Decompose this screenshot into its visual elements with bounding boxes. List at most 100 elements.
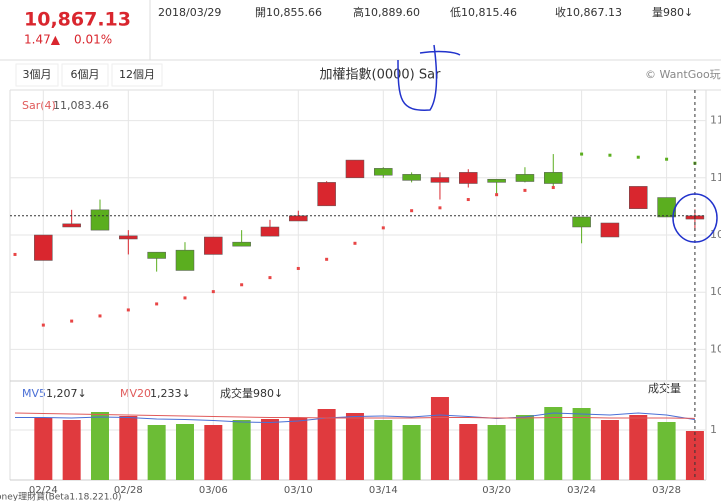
candle-body (572, 216, 591, 228)
y-tick-label: 11 (710, 114, 721, 127)
x-tick-label: 03/10 (284, 485, 313, 496)
candle-body (147, 251, 166, 259)
button[interactable] (61, 63, 109, 87)
sar-dot (580, 152, 584, 156)
change-pct: 0.01% (74, 33, 112, 47)
x-tick-label: 03/24 (567, 485, 596, 496)
close: 收10,867.13 (555, 5, 622, 19)
button[interactable] (111, 63, 163, 87)
volume-bar (600, 420, 619, 480)
candle-body (204, 236, 223, 255)
chart-title: 加權指數(0000) Sar (320, 68, 442, 83)
indicator-value: 11,083.46 (53, 99, 109, 112)
candle-body (374, 168, 393, 176)
annotation-scribble (397, 44, 461, 111)
sar-dot (183, 296, 187, 300)
mv20-value: 1,233↓ (150, 387, 191, 400)
sar-dot (608, 153, 612, 157)
volume-bar (459, 424, 478, 480)
candle-body (544, 172, 563, 184)
annotation-circle (672, 193, 718, 243)
sar-dot (353, 241, 357, 245)
candle-body (402, 174, 421, 181)
candle-body (232, 241, 251, 247)
sar-dot (438, 206, 442, 210)
sar-dot (495, 193, 499, 197)
volume-bar (34, 418, 53, 480)
volume-bar (175, 424, 194, 480)
button-label[interactable]: 3個月 (23, 68, 52, 81)
mv5-value: 1,207↓ (46, 387, 87, 400)
volume-bar (430, 397, 449, 480)
volume-panel-title: 成交量 (648, 381, 681, 395)
volume-bar (232, 420, 251, 480)
high: 高10,889.60 (353, 5, 420, 19)
sar-dot (13, 252, 17, 256)
volume-bar (374, 420, 393, 480)
low: 低10,815.46 (450, 6, 517, 19)
sar-dot (381, 226, 385, 230)
volume-bar (62, 420, 81, 480)
x-tick-label: 02/24 (29, 485, 58, 496)
y-tick-label: 10 (710, 228, 721, 241)
mv5-line (15, 412, 696, 424)
volume-bar (515, 415, 534, 480)
volume-bar (204, 425, 223, 480)
mv20-label: MV20 (120, 387, 151, 400)
candle-body (175, 249, 195, 271)
button[interactable] (15, 63, 59, 87)
candle-body (317, 182, 336, 207)
sar-dot (636, 155, 640, 159)
sar-dot (126, 308, 130, 312)
range-buttons: 3個月 6個月 12個月 (15, 63, 163, 87)
x-tick-label: 03/06 (199, 485, 228, 496)
y-tick-label: 10 (710, 285, 721, 298)
sar-dot (466, 198, 470, 202)
sar-dot (41, 323, 45, 327)
candle-body (289, 215, 308, 222)
sar-dot (70, 319, 74, 323)
volume-bar (317, 409, 336, 480)
y-tick-label: 10 (710, 342, 721, 355)
sar-dot (551, 186, 555, 190)
x-tick-label: 02/28 (114, 485, 143, 496)
sar-dot (98, 314, 102, 318)
volume-bar (260, 419, 279, 480)
volume-bar (289, 418, 308, 480)
volume: 量980↓ (652, 6, 693, 19)
candle-body (34, 234, 53, 261)
sar-dot (523, 188, 527, 192)
sar-dot (155, 302, 159, 306)
candle-body (119, 235, 138, 240)
candle-body (430, 177, 450, 183)
candle-body (459, 172, 478, 184)
volume-bar (402, 425, 421, 480)
candle-body (345, 159, 365, 179)
status-text: oney理財寶(Beta1.18.221.0) (0, 491, 122, 501)
mv20-line (14, 412, 695, 419)
volume-bar (345, 413, 364, 480)
candle-body (600, 222, 620, 238)
y-tick-label: 1 (710, 423, 717, 436)
sar-dot (268, 276, 272, 280)
volume-bar (544, 407, 563, 480)
sar-dot (410, 209, 414, 213)
button-label[interactable]: 6個月 (71, 68, 100, 81)
x-tick-label: 03/14 (369, 485, 398, 496)
sar-dot (211, 290, 215, 294)
volume-bar (119, 416, 138, 480)
sar-dot (665, 157, 669, 161)
volume-bar (572, 408, 591, 480)
vol-value: 980↓ (253, 387, 283, 400)
change: 1.47▲ (24, 33, 61, 47)
vol-label: 成交量 (220, 386, 253, 400)
button-label[interactable]: 12個月 (119, 68, 155, 81)
indicator-name: Sar(4) (22, 99, 56, 112)
candle-body (62, 223, 81, 228)
sar-dot (325, 257, 329, 261)
volume-bar (487, 425, 506, 480)
x-tick-label: 03/20 (482, 485, 511, 496)
